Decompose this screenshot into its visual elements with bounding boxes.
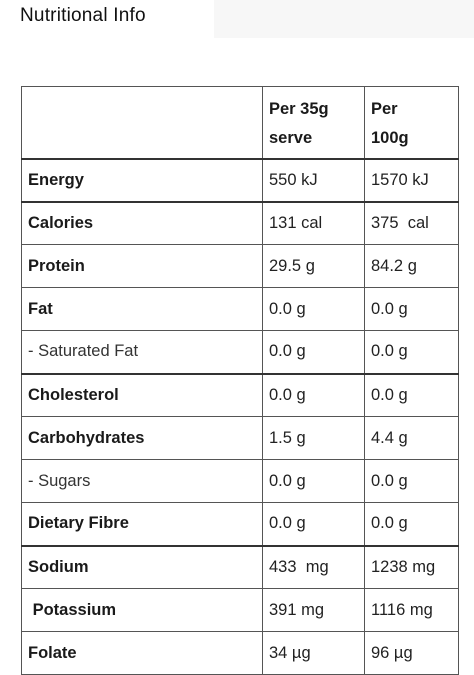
per-100g-value: 1116 mg (364, 588, 459, 632)
table-row: Energy 550 kJ 1570 kJ (21, 157, 459, 202)
nutrient-label: Protein (21, 244, 263, 288)
table-row: Fat 0.0 g 0.0 g (21, 287, 459, 331)
header-bar: Nutritional Info (0, 0, 474, 38)
header-cell-per-100g: Per 100g (364, 86, 459, 159)
per-serve-value: 391 mg (262, 588, 365, 632)
per-serve-value: 29.5 g (262, 244, 365, 288)
per-100g-value: 0.0 g (364, 459, 459, 503)
header-cell-nutrient (21, 86, 263, 159)
per-100g-value: 0.0 g (364, 372, 459, 417)
per-serve-value: 0.0 g (262, 502, 365, 546)
nutrition-table: Per 35g serve Per 100g Energy 550 kJ 157… (21, 86, 459, 675)
nutrient-label: Carbohydrates (21, 416, 263, 460)
nutrient-label: Sodium (21, 544, 263, 589)
per-100g-value: 96 µg (364, 631, 459, 675)
per-serve-value: 131 cal (262, 200, 365, 245)
page-title: Nutritional Info (20, 5, 146, 26)
nutrient-label: Cholesterol (21, 372, 263, 417)
per-100g-value: 1570 kJ (364, 157, 459, 202)
header-cell-per-serve: Per 35g serve (262, 86, 365, 159)
per-serve-value: 433 mg (262, 544, 365, 589)
per-serve-value: 0.0 g (262, 372, 365, 417)
per-100g-value: 84.2 g (364, 244, 459, 288)
table-row: Carbohydrates 1.5 g 4.4 g (21, 416, 459, 460)
per-100g-value: 0.0 g (364, 330, 459, 374)
nutrient-label: - Saturated Fat (21, 330, 263, 374)
nutrient-label: - Sugars (21, 459, 263, 503)
table-row: Dietary Fibre 0.0 g 0.0 g (21, 502, 459, 546)
per-serve-value: 34 µg (262, 631, 365, 675)
header-per-100g-text: Per 100g (371, 100, 409, 148)
nutrient-label: Energy (21, 157, 263, 202)
per-serve-value: 0.0 g (262, 459, 365, 503)
table-row: Cholesterol 0.0 g 0.0 g (21, 372, 459, 417)
nutrient-label: Potassium (21, 588, 263, 632)
table-row: Folate 34 µg 96 µg (21, 631, 459, 675)
per-serve-value: 0.0 g (262, 330, 365, 374)
nutrient-label: Fat (21, 287, 263, 331)
table-row: Calories 131 cal 375 cal (21, 200, 459, 245)
header-per-serve-text: Per 35g serve (269, 100, 329, 148)
per-100g-value: 375 cal (364, 200, 459, 245)
table-row: - Sugars 0.0 g 0.0 g (21, 459, 459, 503)
nutrient-label: Calories (21, 200, 263, 245)
table-row: Protein 29.5 g 84.2 g (21, 244, 459, 288)
table-row: Sodium 433 mg 1238 mg (21, 544, 459, 589)
per-100g-value: 4.4 g (364, 416, 459, 460)
per-100g-value: 1238 mg (364, 544, 459, 589)
per-serve-value: 550 kJ (262, 157, 365, 202)
per-serve-value: 0.0 g (262, 287, 365, 331)
table-row: - Saturated Fat 0.0 g 0.0 g (21, 330, 459, 374)
per-100g-value: 0.0 g (364, 502, 459, 546)
table-row: Potassium 391 mg 1116 mg (21, 588, 459, 632)
per-serve-value: 1.5 g (262, 416, 365, 460)
nutrient-label: Dietary Fibre (21, 502, 263, 546)
per-100g-value: 0.0 g (364, 287, 459, 331)
nutrient-label: Folate (21, 631, 263, 675)
table-header-row: Per 35g serve Per 100g (21, 86, 459, 159)
header-side-panel (214, 0, 474, 38)
